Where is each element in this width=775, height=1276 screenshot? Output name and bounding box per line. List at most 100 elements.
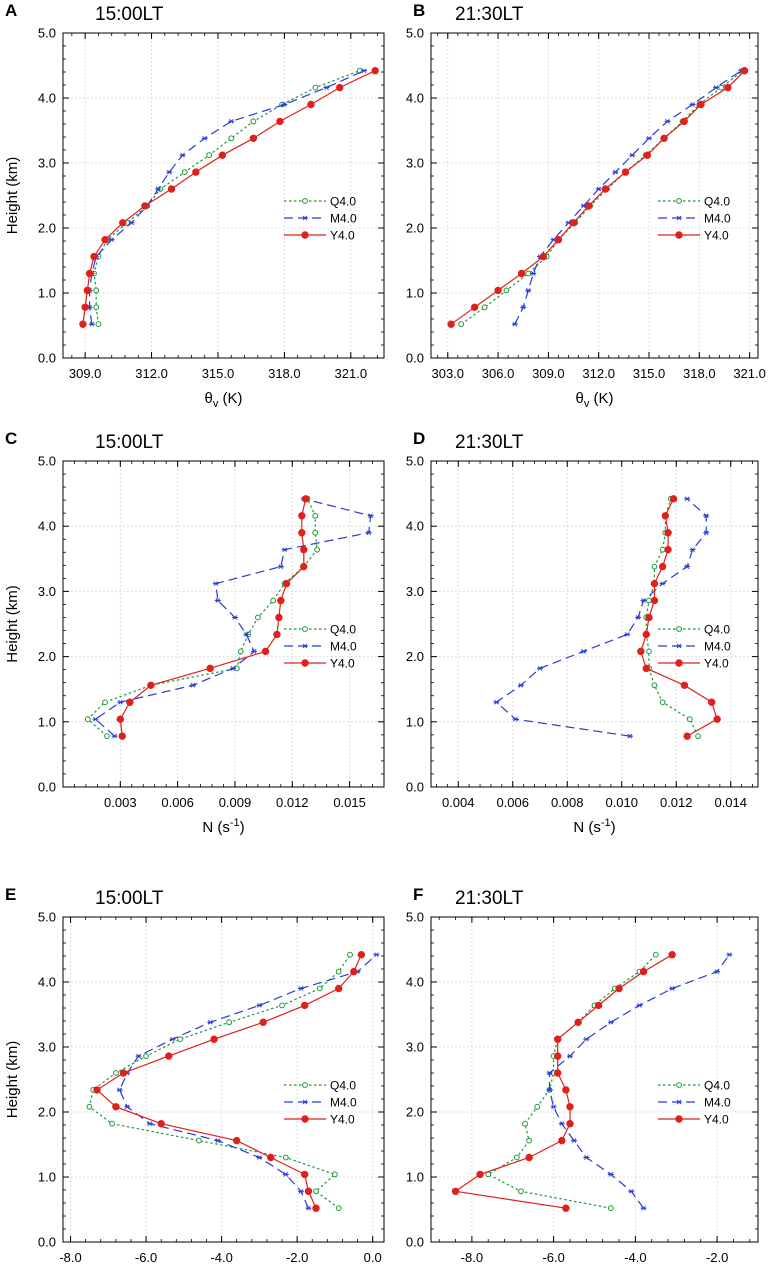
data-point [230, 665, 237, 671]
data-point [689, 102, 696, 107]
legend-label: Y4.0 [704, 229, 729, 243]
data-point [550, 1104, 557, 1110]
data-point [566, 1120, 574, 1128]
panel-time: 21:30LT [455, 432, 524, 453]
y-tick-label: 0.0 [406, 1235, 424, 1250]
data-point [650, 579, 659, 588]
gridlines [431, 461, 758, 787]
x-axis-label: θv (K) [575, 390, 613, 410]
x-axis-label: v (m/s) [201, 1274, 247, 1276]
x-tick-label: -6.0 [542, 1250, 564, 1265]
data-point [88, 321, 95, 327]
series-Q4-0 [91, 67, 363, 328]
data-point [116, 1087, 123, 1093]
data-point [612, 169, 619, 175]
data-point [534, 1103, 541, 1110]
data-point [297, 986, 304, 991]
x-tick-label: -8.0 [461, 1250, 483, 1265]
y-tick-label: 4.0 [406, 91, 424, 106]
data-point [580, 649, 587, 654]
data-point [214, 598, 221, 603]
legend-label: Y4.0 [704, 657, 729, 671]
data-point [554, 1035, 562, 1043]
data-point [282, 1172, 289, 1177]
x-axis-label: θv (K) [204, 390, 242, 410]
y-tick-label: 5.0 [406, 454, 424, 469]
legend-label: Q4.0 [704, 1079, 730, 1093]
series-line [93, 70, 360, 325]
data-point [135, 1053, 142, 1059]
data-point [347, 951, 353, 958]
y-tick-label: 1.0 [406, 714, 424, 729]
data-point [95, 321, 102, 328]
data-point [636, 1003, 643, 1008]
data-point [566, 1053, 573, 1059]
legend-label: M4.0 [330, 640, 357, 654]
data-point [228, 135, 235, 142]
data-point [522, 1120, 528, 1127]
data-point [639, 967, 648, 976]
data-point [316, 985, 323, 992]
data-point [676, 198, 682, 204]
series-M4-0 [546, 952, 733, 1211]
data-point [645, 613, 653, 622]
data-point [680, 117, 688, 126]
panel-letter: E [5, 885, 16, 904]
data-point [243, 632, 250, 637]
data-point [357, 951, 366, 959]
series-line [514, 70, 742, 325]
x-tick-label: -4.0 [624, 1250, 646, 1265]
panel-letter: A [5, 1, 17, 20]
data-point [546, 1087, 553, 1093]
data-point [470, 303, 479, 311]
x-tick-label: -8.0 [59, 1250, 81, 1265]
data-point [584, 202, 593, 210]
data-point [571, 1138, 578, 1143]
x-tick-label: 0.010 [605, 795, 638, 810]
data-point [302, 626, 308, 632]
legend-label: Y4.0 [330, 1113, 355, 1127]
data-point [334, 984, 343, 993]
data-point [312, 512, 319, 519]
x-tick-label: 303.0 [431, 366, 464, 381]
data-point [686, 716, 693, 723]
series-M4-0 [493, 496, 710, 739]
data-point [254, 614, 261, 621]
data-point [726, 952, 733, 958]
data-point [607, 1172, 614, 1177]
data-point [335, 1205, 342, 1212]
series-Y4-0 [637, 495, 721, 740]
data-point [695, 733, 701, 740]
data-point [635, 615, 642, 620]
data-point [128, 220, 135, 226]
data-point [112, 1070, 119, 1076]
x-tick-label: 318.0 [268, 366, 301, 381]
panel-a: 0.0 1.0 2.0 3.0 4.0 5.0 309.0 312.0 315.0 318.0 32… [4, 1, 385, 410]
data-point [676, 626, 682, 632]
gridlines [431, 917, 758, 1242]
x-tick-label: 0.012 [660, 795, 693, 810]
data-point [652, 951, 659, 958]
y-tick-label: 3.0 [38, 156, 56, 171]
y-tick-label: 1.0 [38, 286, 56, 301]
x-tick-label: 309.0 [532, 366, 565, 381]
data-point [93, 1086, 101, 1094]
data-point [313, 1188, 319, 1195]
data-point [503, 287, 510, 294]
data-point [554, 1069, 562, 1077]
legend-label: Q4.0 [330, 623, 356, 637]
data-point [84, 716, 91, 723]
data-point [371, 67, 379, 75]
series-Q4-0 [485, 951, 659, 1212]
data-point [643, 151, 652, 159]
series-line [450, 70, 746, 325]
data-point [282, 579, 291, 588]
y-tick-label: 4.0 [38, 519, 56, 534]
x-tick-label: 306.0 [482, 366, 515, 381]
data-point [109, 1120, 115, 1127]
y-tick-label: 2.0 [406, 649, 424, 664]
series-Y4-0 [79, 67, 379, 328]
data-point [669, 986, 676, 991]
y-tick-label: 0.0 [406, 780, 424, 795]
data-point [583, 1036, 590, 1042]
